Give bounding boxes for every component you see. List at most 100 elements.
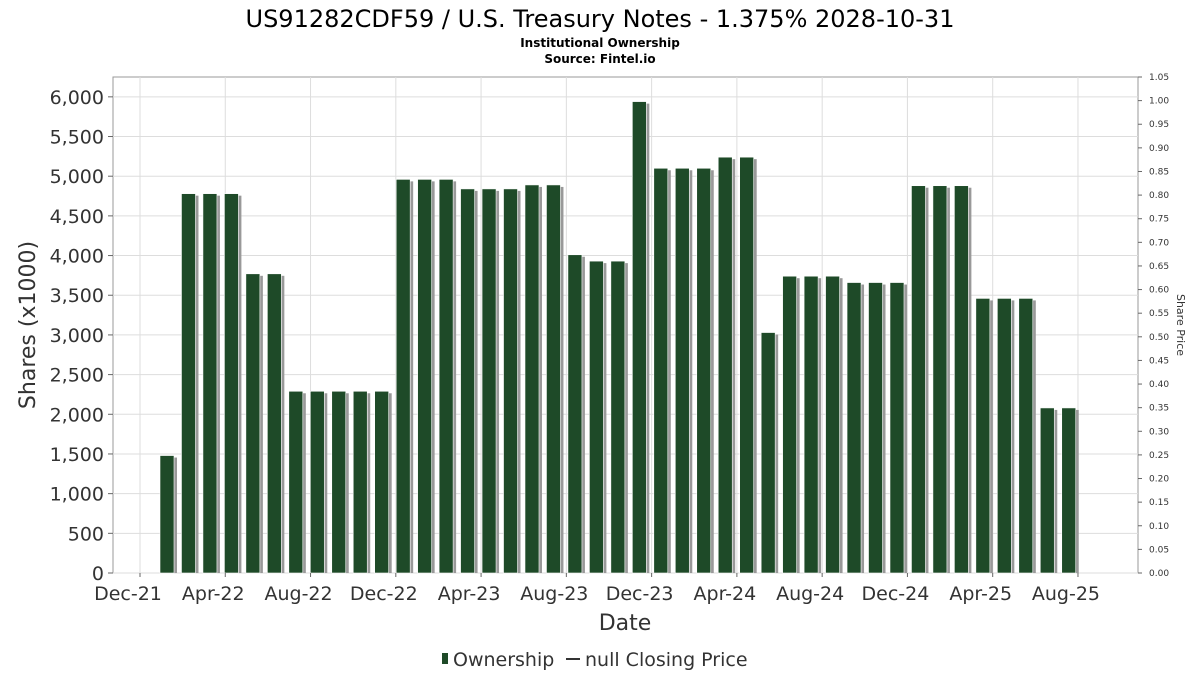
x-tick-label: Aug-22 <box>264 583 332 605</box>
bar <box>739 156 754 574</box>
bar <box>567 254 583 574</box>
bar <box>653 167 669 574</box>
y2-axis-label: Share Price <box>1174 294 1187 356</box>
x-axis-ticks: Dec-21 Apr-22 Aug-22 Dec-22 Apr-23 Aug-23 Dec-… <box>94 573 1100 605</box>
bar <box>610 260 626 574</box>
y-tick-label: 500 <box>68 523 104 545</box>
bar <box>417 179 432 574</box>
y-tick-label: 6,000 <box>50 87 104 109</box>
x-tick-label: Apr-23 <box>438 583 501 605</box>
y2-tick-label: 0.10 <box>1149 522 1169 532</box>
x-tick-label: Aug-25 <box>1032 583 1100 605</box>
bar <box>868 282 883 574</box>
bar <box>481 188 497 574</box>
y2-tick-label: 0.05 <box>1149 545 1169 555</box>
bar <box>395 179 411 574</box>
y2-tick-label: 0.95 <box>1149 120 1169 130</box>
bar <box>782 275 797 574</box>
legend-ownership-label: Ownership <box>453 649 554 671</box>
bar <box>224 193 239 574</box>
bar <box>438 179 454 574</box>
y2-tick-label: 0.40 <box>1149 380 1169 390</box>
x-tick-label: Apr-24 <box>694 583 757 605</box>
legend-ownership-swatch <box>442 653 448 664</box>
y2-tick-label: 0.80 <box>1149 191 1169 201</box>
y2-tick-label: 0.00 <box>1149 569 1169 579</box>
bar <box>460 188 475 574</box>
y2-axis-ticks: 0.00 0.05 0.10 0.15 0.20 0.25 0.30 0.35 0.40 0.45… <box>1138 73 1169 579</box>
bar <box>889 282 905 574</box>
bar <box>181 193 196 574</box>
bar <box>1018 298 1034 574</box>
y-axis-label: Shares (x1000) <box>16 241 41 409</box>
y2-tick-label: 0.65 <box>1149 262 1169 272</box>
y2-tick-label: 0.25 <box>1149 451 1169 461</box>
bar <box>202 193 218 574</box>
y-tick-label: 5,500 <box>50 127 104 149</box>
bar <box>696 167 712 574</box>
bar <box>717 156 733 574</box>
x-tick-label: Dec-24 <box>862 583 930 605</box>
bar <box>1039 407 1055 574</box>
y2-tick-label: 0.15 <box>1149 498 1169 508</box>
chart-title: US91282CDF59 / U.S. Treasury Notes - 1.3… <box>246 5 955 33</box>
y2-tick-label: 0.35 <box>1149 404 1169 414</box>
y-tick-label: 1,000 <box>50 484 104 506</box>
bar-series-ownership <box>159 101 1079 574</box>
y2-tick-label: 0.60 <box>1149 286 1169 296</box>
y-tick-label: 3,000 <box>50 325 104 347</box>
bar <box>911 185 926 574</box>
y2-tick-label: 0.70 <box>1149 238 1169 248</box>
bar <box>546 184 561 574</box>
y2-tick-label: 0.55 <box>1149 309 1169 319</box>
y2-tick-label: 0.75 <box>1149 215 1169 225</box>
y2-tick-label: 0.30 <box>1149 427 1169 437</box>
y-tick-label: 3,500 <box>50 285 104 307</box>
bar <box>674 167 690 574</box>
y2-tick-label: 1.00 <box>1149 97 1169 107</box>
y-tick-label: 2,500 <box>50 365 104 387</box>
bar <box>267 273 282 574</box>
bar <box>932 185 948 574</box>
bar <box>975 298 991 574</box>
bar <box>760 332 776 574</box>
y2-tick-label: 0.45 <box>1149 356 1169 366</box>
x-tick-label: Apr-22 <box>182 583 245 605</box>
legend: Ownership null Closing Price <box>442 649 748 671</box>
y2-tick-label: 1.05 <box>1149 73 1169 83</box>
y2-tick-label: 0.90 <box>1149 144 1169 154</box>
bar <box>159 455 175 574</box>
y-tick-label: 2,000 <box>50 404 104 426</box>
chart-source: Source: Fintel.io <box>544 52 655 66</box>
bar <box>352 390 368 574</box>
x-tick-label: Dec-21 <box>94 583 162 605</box>
bar <box>524 184 540 574</box>
y2-tick-label: 0.85 <box>1149 167 1169 177</box>
y-tick-label: 5,000 <box>50 166 104 188</box>
bar <box>374 390 390 574</box>
y-axis-ticks: 0 500 1,000 1,500 2,000 2,500 3,000 3,500 4,000 4… <box>50 87 113 585</box>
y2-tick-label: 0.50 <box>1149 333 1169 343</box>
bar <box>825 275 840 574</box>
y-tick-label: 1,500 <box>50 444 104 466</box>
bar <box>997 298 1012 574</box>
bar <box>632 101 647 574</box>
bar <box>589 260 604 574</box>
y-tick-label: 4,500 <box>50 206 104 228</box>
x-tick-label: Dec-23 <box>606 583 674 605</box>
x-axis-label: Date <box>599 611 652 636</box>
bar <box>331 390 347 574</box>
bar <box>245 273 261 574</box>
bar <box>954 185 969 574</box>
bar <box>846 282 862 574</box>
x-tick-label: Apr-25 <box>949 583 1012 605</box>
bar <box>309 390 325 574</box>
legend-closing-price-label: null Closing Price <box>585 649 748 671</box>
x-tick-label: Aug-24 <box>776 583 844 605</box>
y-tick-label: 0 <box>92 563 104 585</box>
bar <box>1061 407 1077 574</box>
x-tick-label: Aug-23 <box>520 583 588 605</box>
bar <box>503 188 518 574</box>
bar <box>803 275 819 574</box>
